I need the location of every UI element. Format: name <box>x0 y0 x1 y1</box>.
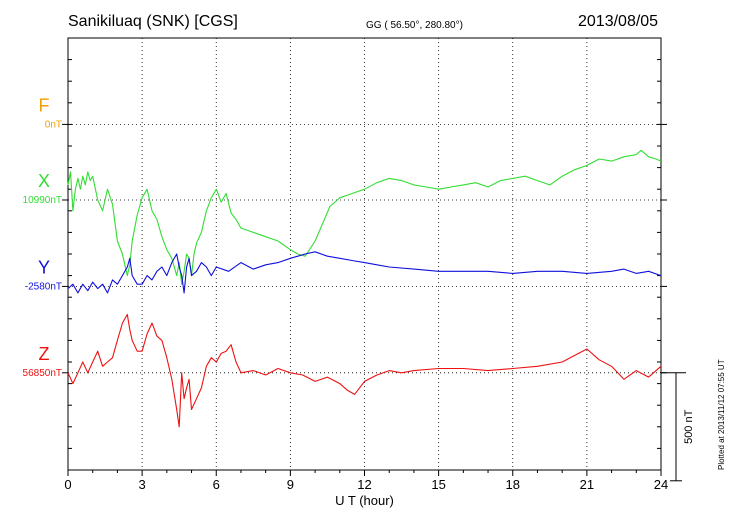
x-axis-label: U T (hour) <box>335 493 394 508</box>
x-tick-label: 3 <box>139 477 146 492</box>
coordinates-label: GG ( 56.50°, 280.80°) <box>366 20 463 31</box>
baseline-value-z: 56850nT <box>23 368 62 379</box>
component-label-f: F <box>39 95 50 115</box>
x-tick-label: 0 <box>64 477 71 492</box>
x-tick-label: 24 <box>654 477 668 492</box>
x-tick-label: 15 <box>431 477 445 492</box>
x-tick-label: 6 <box>213 477 220 492</box>
x-tick-label: 12 <box>357 477 371 492</box>
component-label-z: Z <box>39 344 50 364</box>
component-label-x: X <box>38 171 50 191</box>
x-tick-label: 18 <box>506 477 520 492</box>
baseline-value-f: 0nT <box>45 119 62 130</box>
baseline-value-y: -2580nT <box>25 281 62 292</box>
scale-bar-label: 500 nT <box>683 409 695 444</box>
date-label: 2013/08/05 <box>578 13 659 30</box>
baseline-value-x: 10990nT <box>23 195 62 206</box>
component-label-y: Y <box>38 257 50 277</box>
trace-y <box>67 251 662 294</box>
station-title: Sanikiluaq (SNK) [CGS] <box>68 13 238 30</box>
trace-x <box>67 149 662 285</box>
x-tick-label: 21 <box>580 477 594 492</box>
x-tick-label: 9 <box>287 477 294 492</box>
trace-z <box>67 313 662 428</box>
